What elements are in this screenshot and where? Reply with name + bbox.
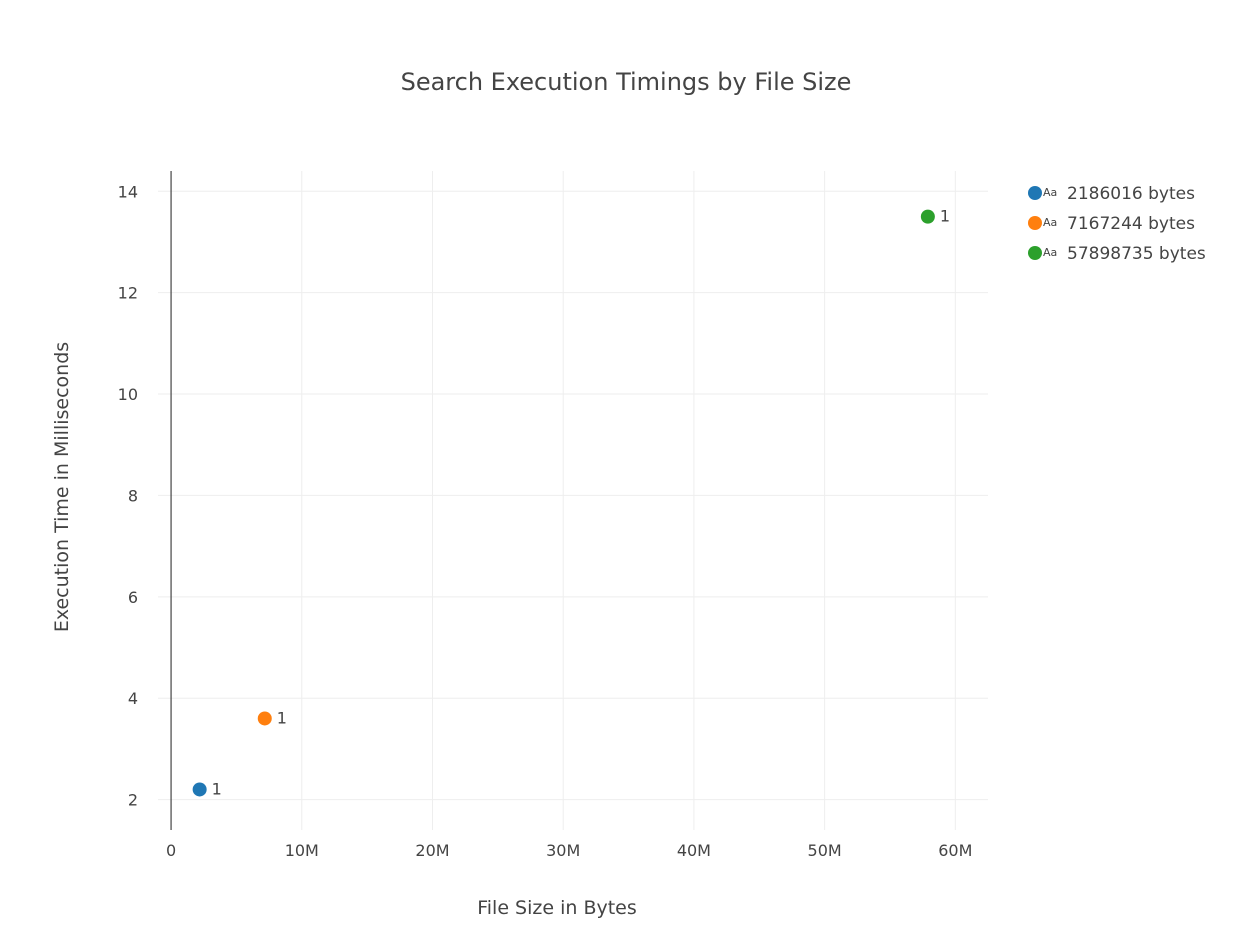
data-point[interactable] xyxy=(257,711,272,726)
data-label: 1 xyxy=(940,207,950,226)
y-axis-title: Execution Time in Milliseconds xyxy=(51,342,73,632)
legend-label: 7167244 bytes xyxy=(1067,214,1195,234)
data-labels: 1 1 1 xyxy=(212,207,950,799)
y-tick-label: 14 xyxy=(118,182,138,201)
x-tick-label: 0 xyxy=(166,841,176,860)
legend[interactable]: Aa 2186016 bytes Aa 7167244 bytes Aa 57898735… xyxy=(1028,184,1206,264)
x-axis-ticks: 0 10M 20M 30M 40M 50M 60M xyxy=(166,841,972,860)
legend-item[interactable]: Aa 2186016 bytes xyxy=(1028,184,1195,204)
x-axis-title: File Size in Bytes xyxy=(477,897,637,919)
x-tick-label: 60M xyxy=(938,841,972,860)
legend-text-symbol: Aa xyxy=(1043,246,1057,259)
y-tick-label: 6 xyxy=(128,588,138,607)
legend-item[interactable]: Aa 7167244 bytes xyxy=(1028,214,1195,234)
data-points xyxy=(192,209,935,797)
legend-marker xyxy=(1028,246,1042,260)
data-point[interactable] xyxy=(920,209,935,224)
legend-marker xyxy=(1028,186,1042,200)
x-tick-label: 30M xyxy=(546,841,580,860)
legend-text-symbol: Aa xyxy=(1043,186,1057,199)
y-tick-label: 4 xyxy=(128,689,138,708)
legend-item[interactable]: Aa 57898735 bytes xyxy=(1028,244,1206,264)
chart-title: Search Execution Timings by File Size xyxy=(401,68,852,96)
legend-text-symbol: Aa xyxy=(1043,216,1057,229)
legend-marker xyxy=(1028,216,1042,230)
x-tick-label: 10M xyxy=(285,841,319,860)
legend-label: 57898735 bytes xyxy=(1067,244,1206,264)
x-tick-label: 40M xyxy=(677,841,711,860)
grid xyxy=(158,171,988,830)
x-tick-label: 50M xyxy=(808,841,842,860)
y-tick-label: 8 xyxy=(128,486,138,505)
y-tick-label: 12 xyxy=(118,284,138,303)
y-tick-label: 10 xyxy=(118,385,138,404)
data-label: 1 xyxy=(212,779,222,798)
y-tick-label: 2 xyxy=(128,791,138,810)
y-axis-ticks: 2 4 6 8 10 12 14 xyxy=(118,182,138,809)
x-tick-label: 20M xyxy=(415,841,449,860)
legend-label: 2186016 bytes xyxy=(1067,184,1195,204)
data-label: 1 xyxy=(277,708,287,727)
data-point[interactable] xyxy=(192,782,207,797)
